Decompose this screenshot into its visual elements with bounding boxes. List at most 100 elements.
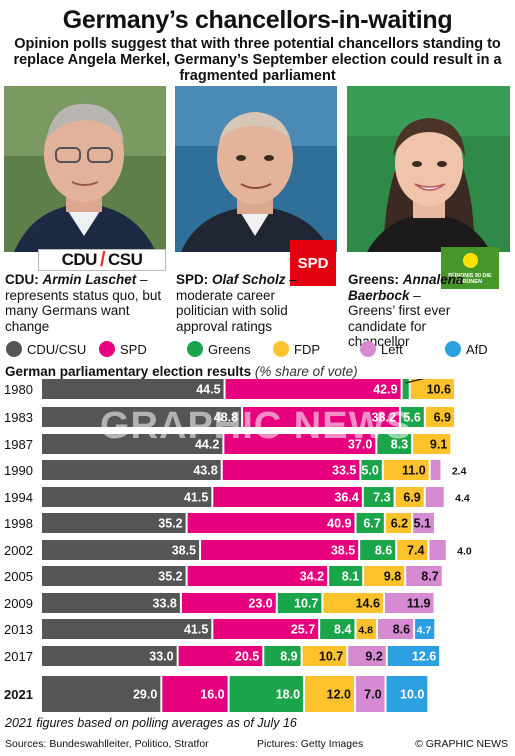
- candidate-spd: SPD: Olaf Scholz – moderate career polit…: [176, 272, 311, 334]
- bar-segment-greens: [361, 460, 382, 480]
- candidate-party: Greens:: [348, 272, 400, 287]
- legend-label: SPD: [120, 341, 147, 357]
- candidate-party: SPD:: [176, 272, 209, 287]
- bar-segment-left: [384, 593, 434, 613]
- chart-footnote: 2021 figures based on polling averages a…: [5, 716, 297, 730]
- data-label: 11.9: [407, 597, 431, 611]
- data-label: 10.7: [319, 650, 343, 664]
- data-label: 8.6: [393, 623, 410, 637]
- data-label: 7.3: [373, 491, 390, 505]
- chart-heading: German parliamentary election results (%…: [5, 364, 358, 379]
- greens-logo-text: BÜNDNIS 90 DIE GRÜNEN: [448, 273, 492, 285]
- bar-segment-greens: [360, 540, 396, 560]
- bar-segment-left: [429, 540, 446, 560]
- bar-segment-greens: [400, 407, 424, 427]
- data-label: 8.1: [342, 570, 359, 584]
- data-label: 37.0: [348, 438, 372, 452]
- pictures-credit: Pictures: Getty Images: [257, 738, 364, 750]
- year-label: 1998: [4, 516, 33, 531]
- data-label: 5.6: [403, 411, 420, 425]
- bar-segment-spd: [181, 593, 276, 613]
- bar-segment-spd: [213, 619, 319, 639]
- legend-item-afd: AfD: [445, 341, 488, 357]
- data-label: 10.6: [427, 383, 451, 397]
- candidate-cdu: CDU: Armin Laschet – represents status q…: [5, 272, 165, 334]
- bar-segment-cducsu: [42, 434, 223, 454]
- bar-segment-greens: [277, 593, 322, 613]
- year-label: 2021: [4, 687, 33, 702]
- bar-segment-spd: [162, 676, 228, 712]
- data-label: 33.8: [153, 597, 177, 611]
- data-label: 6.7: [363, 517, 380, 531]
- data-label: 10.7: [294, 597, 318, 611]
- bar-segment-spd: [201, 540, 359, 560]
- cdu-logo-text: CDU: [61, 250, 98, 269]
- candidate-dash: –: [285, 272, 297, 287]
- legend-item-fdp: FDP: [273, 341, 320, 357]
- bar-segment-cducsu: [42, 619, 212, 639]
- bar-segment-fdp: [425, 407, 454, 427]
- data-label: 41.5: [184, 491, 208, 505]
- bar-segment-left: [406, 566, 442, 586]
- legend-label: Greens: [208, 341, 251, 357]
- bar-segment-afd: [415, 619, 435, 639]
- page-subtitle: Opinion polls suggest that with three po…: [13, 36, 502, 84]
- data-label: 8.6: [375, 544, 392, 558]
- bar-segment-cducsu: [42, 646, 177, 666]
- bar-segment-fdp: [395, 487, 424, 507]
- bar-segment-fdp: [397, 540, 428, 560]
- bar-segment-afd: [386, 676, 428, 712]
- candidate-name: Armin Laschet: [42, 272, 137, 287]
- bar-segment-cducsu: [42, 379, 224, 399]
- year-label: 2002: [4, 543, 33, 558]
- bar-segment-greens: [356, 513, 384, 533]
- data-label: 6.2: [391, 517, 408, 531]
- year-label: 1994: [4, 490, 33, 505]
- legend-item-left: Left: [360, 341, 403, 357]
- data-label: 10.0: [400, 688, 424, 702]
- bar-segment-fdp: [383, 460, 429, 480]
- candidate-dash: –: [409, 287, 421, 303]
- data-label: 36.4: [334, 491, 358, 505]
- data-label: 29.0: [133, 688, 157, 702]
- data-label: 16.0: [200, 688, 224, 702]
- data-label: 33.5: [332, 464, 356, 478]
- bar-segment-left: [430, 460, 441, 480]
- data-label: 4.0: [457, 546, 472, 558]
- chart-heading-sub: (% share of vote): [254, 364, 358, 379]
- spd-logo: SPD: [290, 240, 336, 286]
- legend-dot-icon: [6, 341, 22, 357]
- data-label: 2.4: [452, 466, 467, 478]
- bar-segment-fdp: [356, 619, 377, 639]
- bar-segment-fdp: [413, 434, 451, 454]
- data-label: 44.5: [196, 383, 220, 397]
- legend-label: CDU/CSU: [27, 341, 87, 357]
- legend-label: Left: [381, 341, 403, 357]
- bar-segment-spd: [213, 487, 362, 507]
- csu-logo-text: CSU: [108, 250, 143, 269]
- bar-segment-cducsu: [42, 460, 221, 480]
- data-label: 8.7: [421, 570, 438, 584]
- data-label: 9.8: [384, 570, 401, 584]
- data-label: 9.2: [365, 650, 382, 664]
- annotation-label: 1.5: [458, 379, 476, 380]
- bar-segment-cducsu: [42, 676, 161, 712]
- bar-segment-spd: [243, 407, 399, 427]
- laschet-photo: [4, 86, 166, 252]
- page-footer: Sources: Bundeswahlleiter, Politico, Str…: [5, 738, 510, 750]
- bar-segment-left: [356, 676, 385, 712]
- cdu-csu-logo: CDU / CSU: [38, 249, 166, 271]
- data-label: 23.0: [248, 597, 272, 611]
- data-label: 25.7: [291, 623, 315, 637]
- data-label: 5.1: [414, 517, 431, 531]
- year-label: 1983: [4, 410, 33, 425]
- data-label: 38.5: [331, 544, 355, 558]
- bar-segment-fdp: [364, 566, 405, 586]
- bar-segment-greens: [329, 566, 363, 586]
- candidate-description: represents status quo, but many Germans …: [5, 287, 162, 334]
- data-label: 4.7: [417, 625, 432, 637]
- bar-segment-left: [413, 513, 434, 533]
- data-label: 42.9: [373, 383, 397, 397]
- chart-legend: CDU/CSU SPD Greens FDP Left AfD: [4, 341, 515, 359]
- data-label: 48.8: [214, 411, 238, 425]
